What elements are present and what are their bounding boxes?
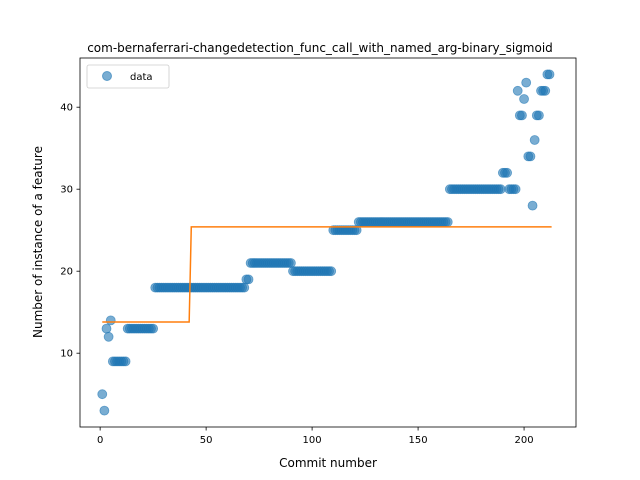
x-tick-label: 50 <box>200 435 213 446</box>
y-tick-label: 40 <box>60 103 73 114</box>
data-point <box>101 323 112 334</box>
legend-label: data <box>130 72 153 83</box>
data-point <box>243 274 254 285</box>
data-point <box>103 331 114 342</box>
data-point <box>525 151 536 162</box>
x-axis-label: Commit number <box>279 456 377 470</box>
y-axis-label: Number of instance of a feature <box>31 146 45 338</box>
data-point <box>534 110 544 121</box>
data-point <box>527 200 538 211</box>
y-tick-label: 10 <box>60 349 73 360</box>
y-tick-label: 30 <box>60 185 73 196</box>
fit-line <box>102 226 552 323</box>
data-point <box>512 85 523 96</box>
data-point <box>519 94 529 104</box>
data-point <box>120 356 131 367</box>
x-tick-label: 150 <box>409 435 428 446</box>
data-point <box>286 258 296 268</box>
data-point <box>544 69 555 80</box>
data-point <box>510 184 521 195</box>
data-point <box>502 167 513 178</box>
data-point <box>239 282 250 293</box>
data-point <box>442 217 453 227</box>
data-point <box>105 315 116 326</box>
data-point <box>529 135 540 145</box>
legend: data <box>86 64 170 89</box>
data-point <box>99 405 110 416</box>
data-point <box>495 184 506 195</box>
y-axis: 10 20 30 40 <box>60 103 80 360</box>
legend-box <box>86 64 170 89</box>
chart-title: com-bernaferrari-changedetection_func_ca… <box>87 41 553 55</box>
plot-area <box>97 69 555 416</box>
x-tick-label: 100 <box>303 435 322 446</box>
data-point <box>326 266 337 277</box>
data-point <box>148 323 159 334</box>
y-tick-label: 20 <box>60 267 73 278</box>
plot-frame <box>79 57 577 428</box>
x-axis: 0 50 100 150 200 <box>97 427 534 446</box>
x-tick-label: 200 <box>515 435 534 446</box>
data-point <box>517 110 527 121</box>
x-tick-label: 0 <box>97 435 103 446</box>
data-point <box>521 77 532 88</box>
legend-marker <box>102 71 112 81</box>
data-point <box>97 389 108 400</box>
data-point <box>540 85 551 96</box>
